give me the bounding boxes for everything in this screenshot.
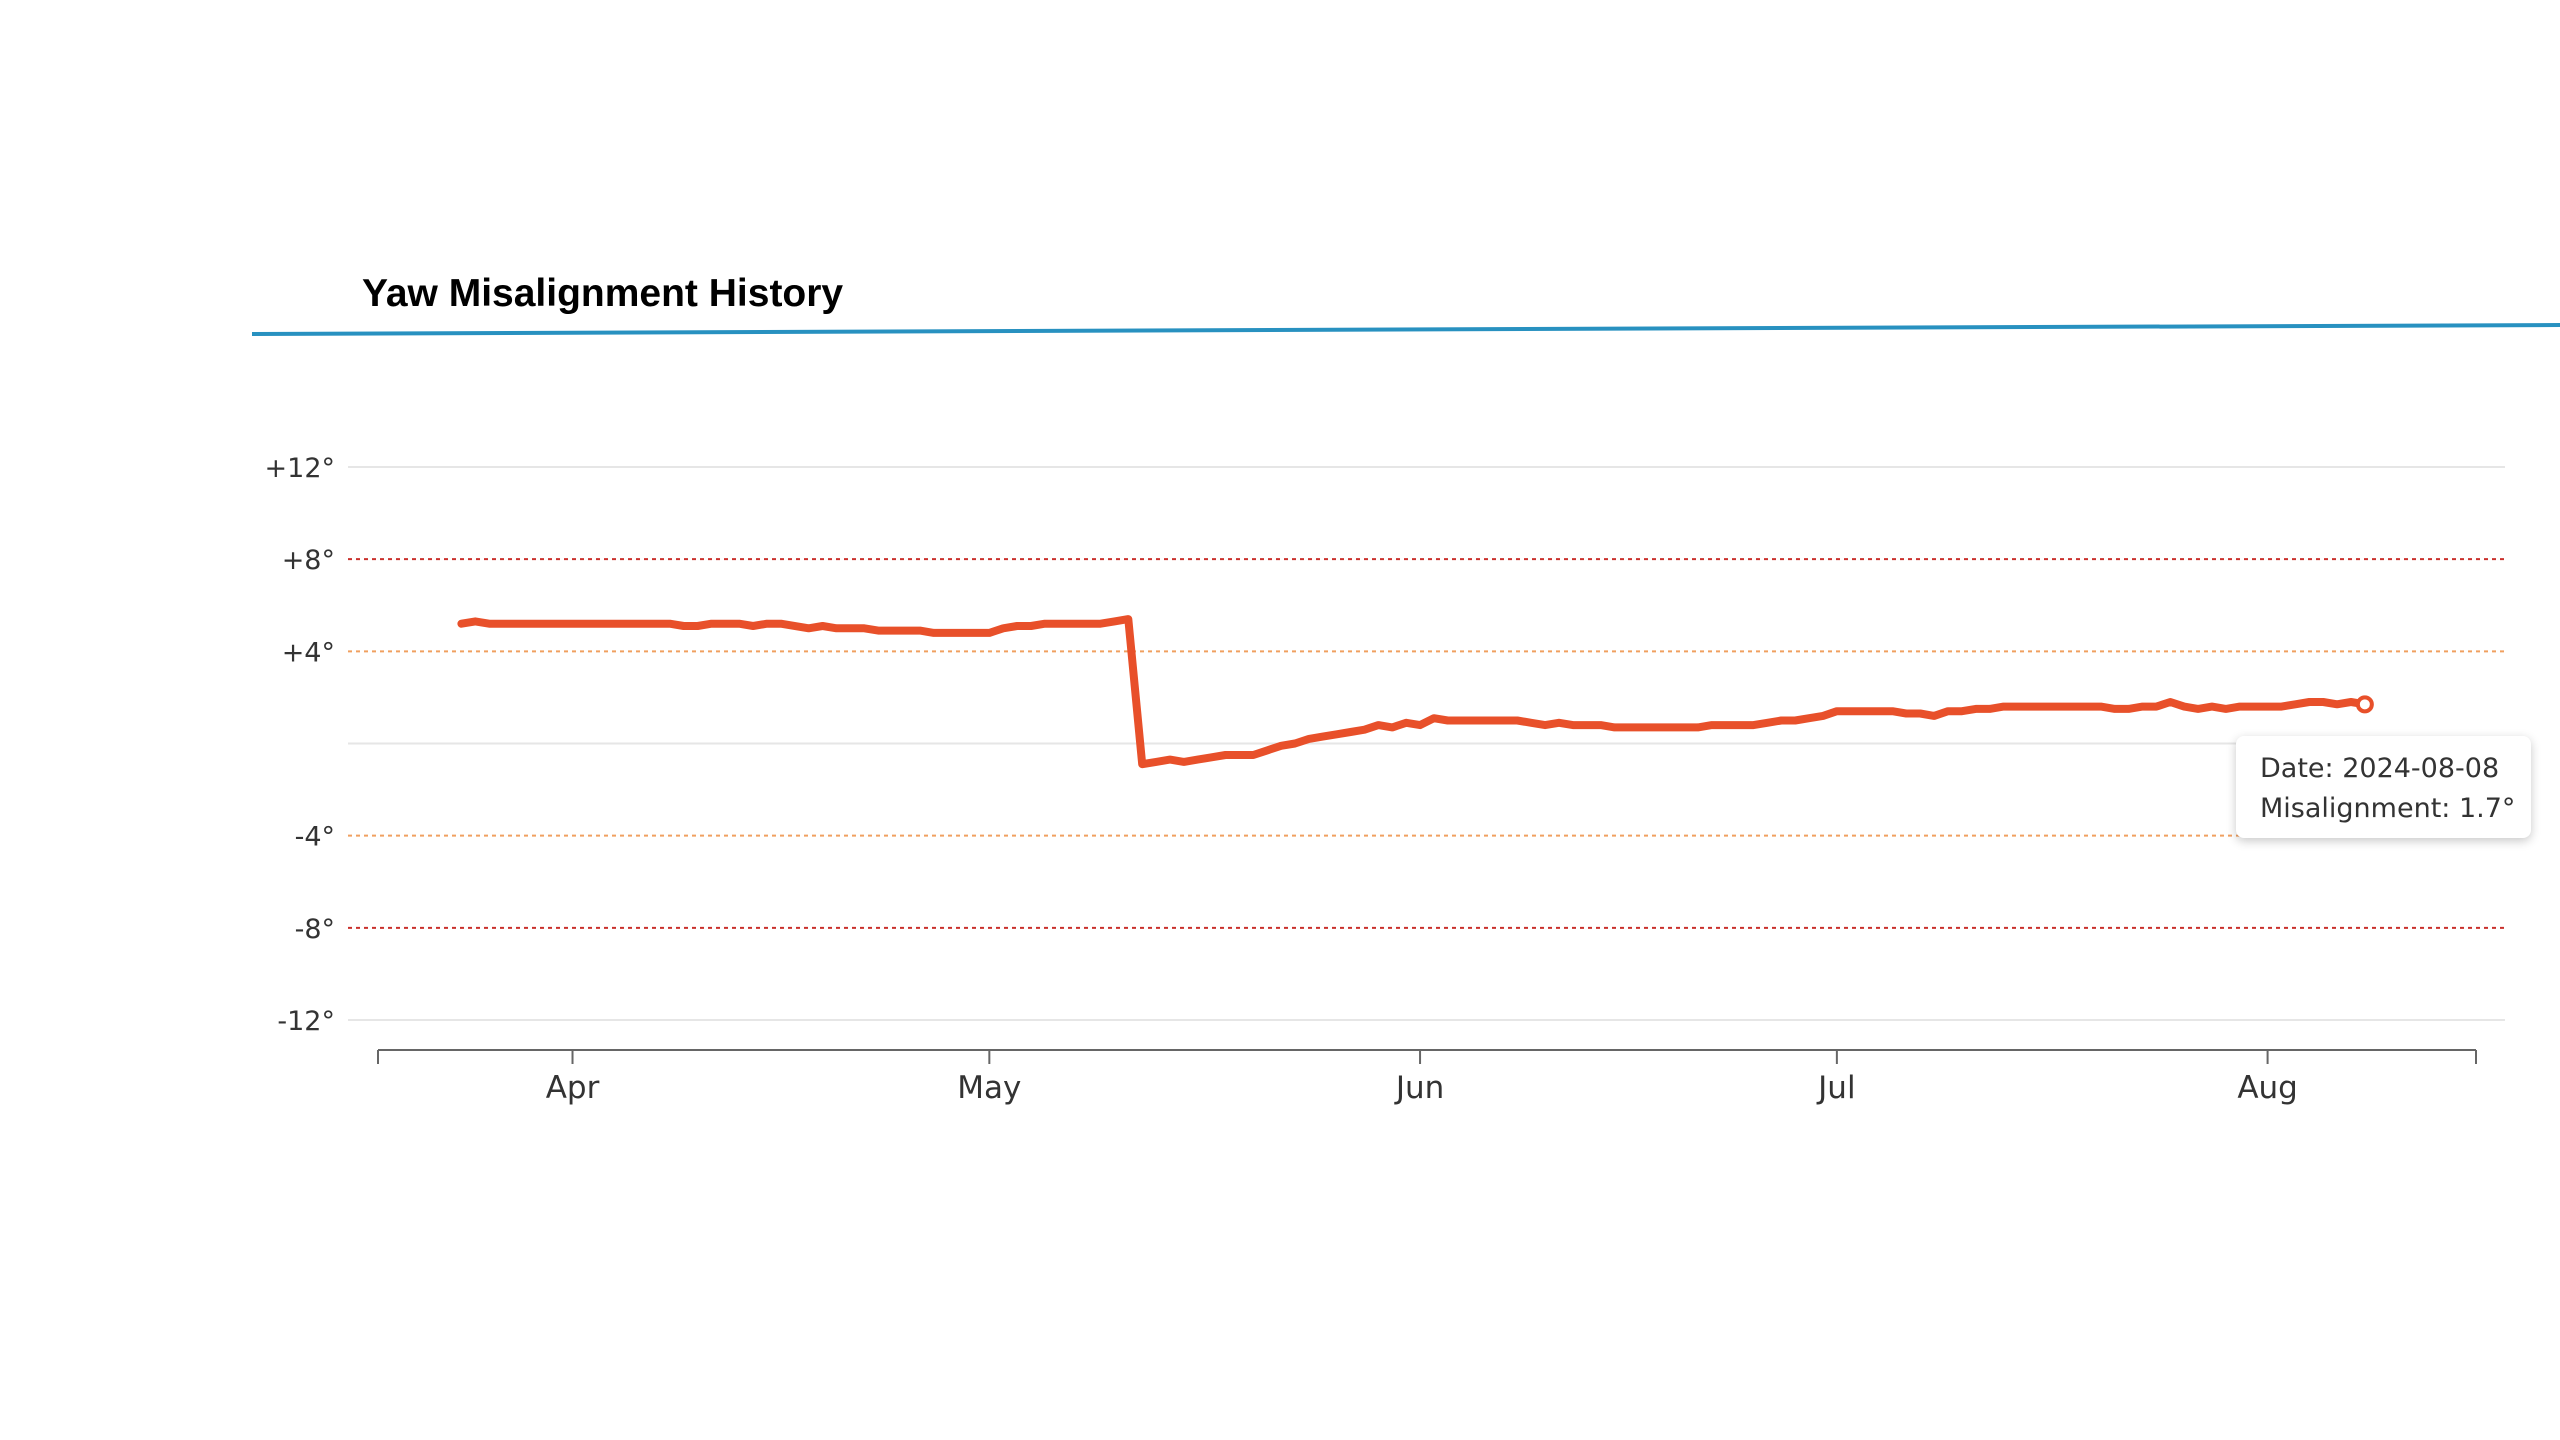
y-axis-labels: +12° +8° +4° -4° -8° -12° xyxy=(265,453,335,1037)
x-tick-label: Jun xyxy=(1394,1070,1444,1106)
grid-layer xyxy=(348,466,2505,1021)
data-tooltip: Date: 2024-08-08 Misalignment: 1.7° xyxy=(2236,736,2531,838)
highlighted-point xyxy=(2355,695,2374,714)
x-tick-label: Aug xyxy=(2237,1070,2298,1106)
x-tick-label: May xyxy=(957,1070,1021,1106)
series-line xyxy=(457,615,2369,769)
x-tick-label: Jul xyxy=(1816,1070,1855,1106)
y-tick-label: +12° xyxy=(265,453,335,484)
tooltip-date: Date: 2024-08-08 xyxy=(2260,753,2500,784)
chart-title: Yaw Misalignment History xyxy=(362,272,844,315)
series-layer xyxy=(457,615,2374,769)
y-tick-label: -8° xyxy=(295,914,335,945)
y-tick-label: -4° xyxy=(295,822,335,853)
x-axis: Apr May Jun Jul Aug xyxy=(377,1049,2477,1106)
tooltip-value: Misalignment: 1.7° xyxy=(2260,793,2516,824)
y-tick-label: +8° xyxy=(282,545,335,576)
title-underline xyxy=(251,323,2560,336)
y-tick-label: +4° xyxy=(282,637,335,668)
y-tick-label: -12° xyxy=(277,1006,335,1037)
x-tick-label: Apr xyxy=(546,1070,600,1106)
